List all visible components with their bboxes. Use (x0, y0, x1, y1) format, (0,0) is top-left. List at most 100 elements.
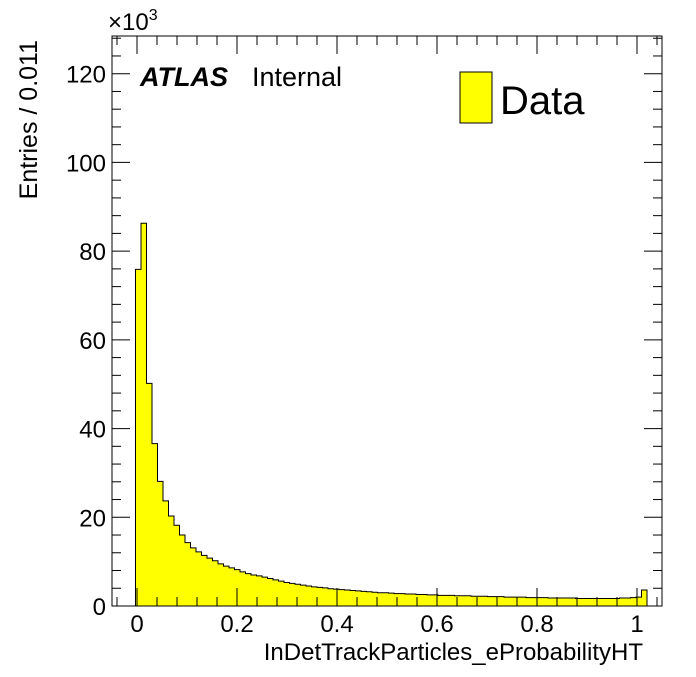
histogram-bin (283, 582, 290, 607)
histogram-bin (239, 571, 246, 607)
atlas-status-label: Internal (252, 62, 342, 92)
histogram-bin (179, 534, 186, 607)
histogram-bin (201, 555, 208, 607)
histogram-bin (250, 574, 257, 607)
histogram-bin (151, 443, 158, 607)
histogram-bin (388, 592, 395, 607)
atlas-label: ATLAS (139, 62, 228, 92)
histogram-bin (465, 595, 472, 607)
legend-label: Data (500, 79, 585, 123)
histogram-bin (267, 578, 274, 607)
histogram-bin (261, 576, 268, 607)
x-tick-label: 0.6 (420, 611, 453, 638)
histogram-bin (448, 595, 455, 607)
histogram-bin (305, 585, 312, 607)
histogram-bin (344, 589, 351, 607)
y-tick-label: 100 (66, 150, 106, 177)
histogram-bin (437, 595, 444, 607)
histogram-bin (294, 584, 301, 607)
histogram-bin (586, 598, 593, 607)
histogram-bin (168, 515, 175, 607)
histogram-bin (498, 596, 505, 607)
histogram-bin (630, 597, 637, 607)
histogram-bin (382, 592, 389, 607)
histogram-bin (580, 598, 587, 607)
histogram-bin (322, 587, 329, 607)
histogram-bin (333, 588, 340, 607)
x-tick-label: 0 (130, 611, 143, 638)
y-tick-label: 0 (93, 594, 106, 621)
histogram-bin (481, 596, 488, 607)
histogram-bin (349, 590, 356, 607)
x-axis-label: InDetTrackParticles_eProbabilityHT (264, 639, 644, 666)
histogram-bin (289, 583, 296, 607)
histogram-bin (553, 597, 560, 607)
histogram-bin (316, 587, 323, 607)
axis-tick-labels: 0 0.2 0.4 0.6 0.8 1 0 20 40 60 80 100 120 (66, 62, 644, 638)
histogram-bin (443, 595, 450, 607)
histogram-bin (157, 481, 164, 607)
histogram-bin (542, 597, 549, 607)
histogram-bin (366, 591, 373, 607)
axis-ticks (112, 36, 662, 607)
histogram-bin (300, 584, 307, 607)
histogram-bin (338, 589, 345, 607)
histogram-bin (245, 573, 252, 607)
histogram-bin (509, 596, 516, 607)
histogram-bin (487, 596, 494, 607)
histogram-bin (624, 597, 631, 607)
plot-frame (111, 35, 663, 607)
histogram-bin (410, 593, 417, 607)
histogram-bin (597, 598, 604, 607)
histogram-bin (140, 222, 147, 607)
y-tick-label: 120 (66, 62, 106, 89)
histogram-bin (223, 565, 230, 607)
y-tick-label: 80 (79, 239, 106, 266)
histogram-bin (525, 597, 532, 607)
histogram-bin (575, 598, 582, 607)
x-tick-label: 0.4 (320, 611, 353, 638)
histogram-bin (206, 557, 213, 607)
histogram-bin (558, 597, 565, 607)
histogram-bin (311, 586, 318, 607)
histogram-bin (162, 500, 169, 607)
x-tick-label: 0.2 (220, 611, 253, 638)
legend-swatch (459, 71, 493, 124)
legend: Data (459, 71, 585, 124)
y-tick-label: 60 (79, 328, 106, 355)
histogram-bin (520, 596, 527, 607)
histogram-bin (608, 598, 615, 607)
histogram-bin (278, 580, 285, 607)
y-axis-label: Entries / 0.011 (15, 40, 43, 199)
histogram-bin (547, 597, 554, 607)
histogram-bin (404, 593, 411, 607)
y-tick-label: 20 (79, 505, 106, 532)
histogram-bin (470, 596, 477, 607)
histogram-bin (360, 591, 367, 607)
histogram-bin (146, 383, 153, 607)
histogram-bars (135, 222, 648, 607)
histogram-bin (492, 596, 499, 607)
histogram-outline (135, 222, 648, 606)
histogram-bin (272, 579, 279, 607)
histogram-bin (602, 598, 609, 607)
histogram-bin (514, 596, 521, 607)
histogram-bin (184, 542, 191, 607)
histogram-bin (377, 592, 384, 607)
histogram-bin (228, 567, 235, 607)
histogram-bin (355, 590, 362, 607)
y-multiplier: ×103 (108, 7, 158, 36)
histogram-bin (503, 596, 510, 607)
histogram-bin (641, 589, 648, 607)
histogram-bin (426, 594, 433, 607)
histogram-bin (569, 597, 576, 607)
histogram-bin (217, 563, 224, 607)
histogram-bin (564, 597, 571, 607)
histogram-bin (619, 597, 626, 607)
histogram-bin (531, 597, 538, 607)
histogram-bin (459, 595, 466, 607)
histogram-bin (327, 588, 334, 607)
y-tick-label: 40 (79, 417, 106, 444)
